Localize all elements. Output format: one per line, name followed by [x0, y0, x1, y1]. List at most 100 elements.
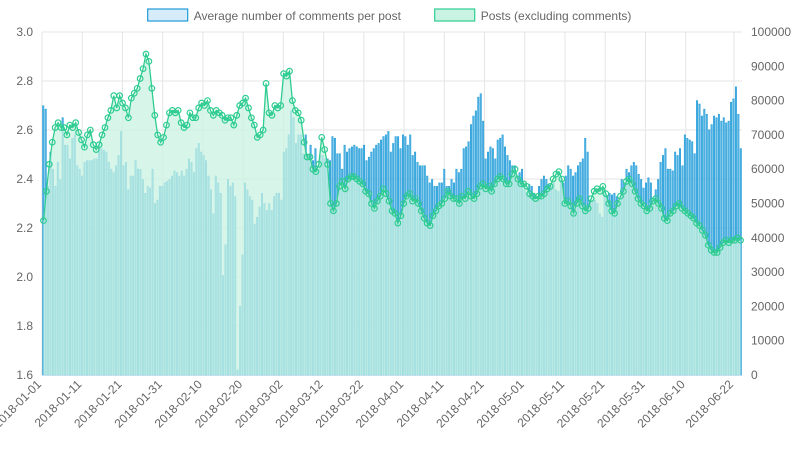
line-point	[341, 185, 349, 193]
line-point	[321, 146, 329, 154]
line-point	[286, 67, 293, 75]
line-point	[587, 195, 595, 203]
legend-swatch	[434, 8, 476, 22]
line-point	[728, 236, 736, 244]
line-point	[502, 180, 510, 188]
line-point	[555, 168, 563, 176]
line-point	[312, 168, 320, 176]
line-point	[218, 111, 226, 119]
line-point	[602, 190, 610, 198]
line-point	[453, 195, 460, 203]
line-point	[83, 131, 91, 139]
line-point	[429, 212, 437, 220]
line-point	[400, 200, 408, 207]
line-point	[704, 241, 712, 249]
line-point	[655, 200, 662, 207]
line-point	[45, 160, 53, 168]
line-point	[640, 202, 648, 210]
line-point	[499, 175, 507, 183]
y-right-tick-label: 60000	[751, 162, 785, 176]
y-left-tick-label: 3.0	[16, 25, 33, 39]
legend-label: Average number of comments per post	[194, 9, 402, 23]
line-point	[426, 222, 434, 229]
line-point	[230, 121, 238, 129]
line-point	[60, 124, 68, 131]
y-left-tick-label: 1.6	[16, 368, 33, 382]
line-point	[523, 182, 531, 190]
line-point	[699, 227, 706, 234]
y-right-tick-label: 30000	[751, 265, 785, 279]
line-point	[183, 121, 191, 129]
line-point	[189, 114, 197, 122]
line-point	[119, 99, 126, 107]
line-point	[283, 72, 290, 80]
line-point	[406, 190, 413, 198]
line-point	[139, 65, 147, 73]
line-point	[558, 175, 566, 183]
line-point	[385, 197, 393, 205]
y-left-tick-label: 2.2	[16, 221, 33, 235]
x-axis: 2018-01-012018-01-112018-01-212018-01-31…	[0, 377, 736, 431]
line-point	[201, 102, 208, 109]
line-point	[397, 212, 405, 220]
line-point	[696, 222, 703, 229]
y-right-tick-label: 50000	[751, 197, 785, 211]
line-point	[306, 153, 314, 161]
line-point	[663, 217, 671, 225]
line-point	[625, 175, 633, 183]
line-point	[262, 80, 270, 87]
line-point	[157, 138, 165, 146]
line-point	[444, 187, 452, 195]
line-point	[675, 200, 683, 207]
line-point	[151, 111, 159, 119]
line-point	[300, 138, 308, 146]
line-point	[479, 180, 487, 188]
line-point	[716, 244, 724, 252]
line-point	[710, 249, 718, 256]
y-right-tick-label: 80000	[751, 94, 785, 108]
line-point	[546, 182, 554, 190]
line-point	[517, 180, 525, 188]
line-point	[154, 131, 162, 139]
line-point	[324, 160, 331, 168]
line-point	[195, 104, 203, 112]
line-point	[701, 231, 709, 239]
line-point	[145, 58, 153, 65]
line-point	[57, 124, 65, 131]
line-point	[335, 182, 343, 190]
line-point	[107, 106, 115, 114]
legend: Average number of comments per post Posts…	[147, 8, 631, 23]
line-point	[86, 126, 94, 134]
line-point	[69, 124, 77, 131]
line-point	[72, 119, 80, 127]
line-point	[584, 204, 592, 212]
line-point	[250, 121, 258, 129]
line-point	[163, 121, 170, 129]
line-point	[204, 97, 211, 104]
line-point	[54, 119, 62, 127]
line-point	[40, 217, 47, 225]
line-point	[737, 236, 744, 244]
y-left-tick-label: 1.8	[16, 319, 33, 333]
line-point	[376, 192, 384, 200]
line-points	[40, 50, 744, 256]
y-right-tick-label: 10000	[751, 334, 785, 348]
line-point	[277, 102, 285, 109]
line-point	[578, 202, 586, 210]
line-point	[63, 131, 71, 139]
y-right-tick-label: 40000	[751, 231, 785, 245]
line-point	[485, 182, 493, 190]
line-point	[136, 75, 144, 82]
line-point	[535, 192, 542, 200]
line-point	[576, 195, 583, 203]
line-point	[564, 197, 572, 205]
y-right-tick-label: 20000	[751, 299, 785, 313]
line-point	[130, 89, 138, 97]
line-point	[142, 50, 150, 58]
line-point	[48, 138, 56, 146]
line-point	[455, 200, 463, 207]
line-point	[450, 195, 457, 203]
line-point	[394, 219, 402, 227]
line-point	[505, 180, 513, 188]
